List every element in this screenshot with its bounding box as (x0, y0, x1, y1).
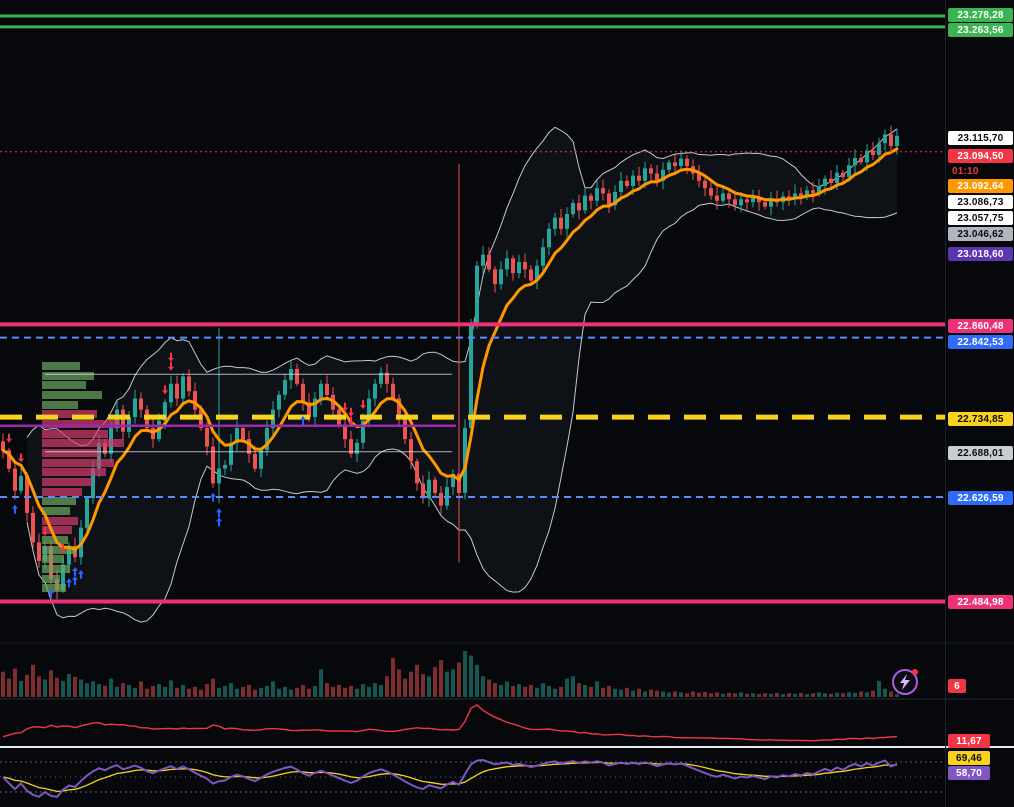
pane-separators[interactable] (0, 642, 1014, 748)
price-label: 22.688,01 (948, 446, 1013, 460)
price-label: 58,70 (948, 766, 990, 780)
price-label: 23.092,64 (948, 179, 1013, 193)
price-label: 23.057,75 (948, 211, 1013, 225)
atr-line (2, 704, 898, 742)
price-label: 23.086,73 (948, 195, 1013, 209)
volume-histogram (1, 651, 899, 697)
price-label: 23.046,62 (948, 227, 1013, 241)
volume-profile (42, 362, 124, 592)
bar-countdown: 01:10 (948, 164, 1014, 178)
price-label: 23.263,56 (948, 23, 1013, 37)
price-label: 23.018,60 (948, 247, 1013, 261)
price-label: 23.278,28 (948, 8, 1013, 22)
price-label: 22.860,48 (948, 319, 1013, 333)
price-label: 23.115,70 (948, 131, 1013, 145)
lightning-icon[interactable] (892, 669, 918, 695)
price-label: 22.734,85 (948, 412, 1013, 426)
price-label: 23.094,50 (948, 149, 1013, 163)
candles (1, 125, 899, 600)
price-label: 22.626,59 (948, 491, 1013, 505)
signal-arrows (6, 352, 366, 599)
price-label: 6 (948, 679, 966, 693)
price-pane[interactable] (0, 125, 899, 623)
price-scale[interactable]: 23.278,28 23.263,56 23.115,70 23.094,50 01:1… (945, 0, 1014, 807)
drawing-segments[interactable] (0, 373, 456, 453)
price-label: 22.484,98 (948, 595, 1013, 609)
lightning-glyph (900, 674, 910, 690)
level-lines[interactable] (0, 14, 945, 604)
rsi-line (2, 758, 898, 798)
alert-dot (912, 669, 918, 675)
price-label: 11,67 (948, 734, 990, 748)
ema-line (1, 147, 899, 551)
price-label: 22.842,53 (948, 335, 1013, 349)
price-label: 69,46 (948, 751, 990, 765)
